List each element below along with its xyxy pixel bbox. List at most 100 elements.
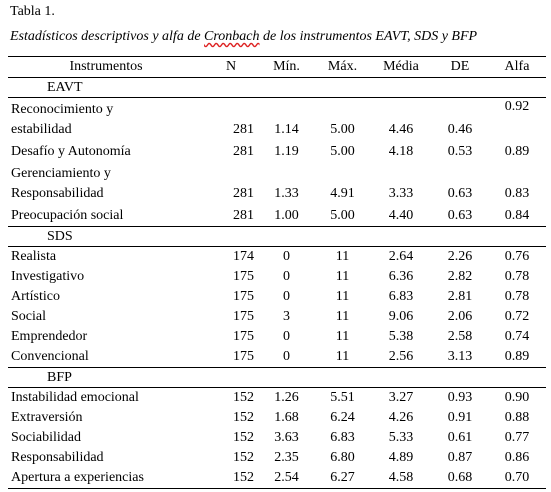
header-de: DE — [450, 59, 470, 74]
cell-media: 9.06 — [388, 309, 414, 324]
cell-n: 175 — [233, 349, 254, 364]
cell-n: 281 — [233, 144, 254, 159]
instrument-name: Reconocimiento y estabilidad — [8, 98, 204, 143]
cell-min: 0 — [283, 249, 290, 264]
instrument-name: Realista — [8, 247, 204, 268]
cell-media: 2.64 — [388, 249, 414, 264]
cell-de: 0.63 — [447, 186, 473, 201]
caption-text-start: Estadísticos descriptivos y alfa de — [10, 29, 205, 44]
group-eavt: EAVT Reconocimiento y estabilidad 281 1.14 5.… — [8, 77, 546, 227]
group-header-row: BFP — [8, 367, 546, 388]
cell-max: 5.00 — [330, 122, 355, 137]
header-row: Instrumentos N Mín. Máx. Média DE Alfa — [8, 56, 546, 78]
table-row: Artístico 175 0 11 6.83 2.81 0.78 — [8, 287, 546, 307]
instrument-name-line1: Investigativo — [11, 269, 85, 284]
cell-media: 4.46 — [388, 122, 414, 137]
table-row: Extraversión 152 1.68 6.24 4.26 0.91 0.88 — [8, 408, 546, 428]
header-min: Mín. — [273, 59, 300, 74]
cell-de: 3.13 — [447, 349, 473, 364]
instrument-name: Convencional — [8, 347, 204, 368]
cell-min: 0 — [283, 349, 290, 364]
table-row: Apertura a experiencias 152 2.54 6.27 4.58 0.… — [8, 468, 546, 489]
table-row: Realista 174 0 11 2.64 2.26 0.76 — [8, 247, 546, 268]
cell-n: 174 — [233, 249, 254, 264]
cell-media: 4.40 — [388, 208, 414, 223]
instrument-name-line1: Preocupación social — [11, 208, 124, 223]
instrument-name: Instabilidad emocional — [8, 388, 204, 409]
cell-de: 2.58 — [447, 329, 473, 344]
table-row: Instabilidad emocional 152 1.26 5.51 3.27 0.9… — [8, 388, 546, 409]
cell-min: 2.35 — [274, 450, 299, 465]
group-header-row: SDS — [8, 226, 546, 247]
cell-n: 152 — [233, 450, 254, 465]
cell-min: 3 — [283, 309, 290, 324]
cell-min: 0 — [283, 329, 290, 344]
instrument-name-line1: Artístico — [11, 289, 60, 304]
header-n: N — [225, 59, 237, 74]
cell-alfa: 0.92 — [504, 99, 530, 114]
instrument-name: Investigativo — [8, 267, 204, 287]
table-row: Sociabilidad 152 3.63 6.83 5.33 0.61 0.77 — [8, 428, 546, 448]
header-media: Média — [383, 59, 419, 74]
caption-misspelled-word: Cronbach — [204, 29, 260, 44]
cell-media: 5.33 — [388, 430, 414, 445]
instrument-name: Desafío y Autonomía — [8, 142, 204, 162]
cell-max: 5.00 — [330, 208, 355, 223]
cell-alfa: 0.78 — [504, 289, 530, 304]
table-label: Tabla 1. — [10, 4, 55, 19]
cell-de: 0.91 — [447, 410, 473, 425]
instrument-name-line1: Social — [11, 309, 46, 324]
table-row: Desafío y Autonomía 281 1.19 5.00 4.18 0.53 0.… — [8, 142, 546, 162]
instrument-name-line1: Apertura a experiencias — [11, 470, 144, 485]
instrument-name: Extraversión — [8, 408, 204, 428]
cell-media: 4.89 — [388, 450, 414, 465]
cell-n: 152 — [233, 410, 254, 425]
cell-max: 6.83 — [330, 430, 355, 445]
cell-alfa: 0.70 — [504, 470, 530, 485]
cell-max: 11 — [335, 249, 350, 264]
cell-de: 0.87 — [447, 450, 473, 465]
instrument-name-line1: Sociabilidad — [11, 430, 81, 445]
instrument-name: Apertura a experiencias — [8, 468, 204, 489]
instrument-name-line2: Responsabilidad — [11, 186, 104, 201]
cell-alfa: 0.83 — [504, 186, 530, 201]
cell-max: 5.00 — [330, 144, 355, 159]
instrument-name-line1: Convencional — [11, 349, 89, 364]
cell-min: 1.00 — [274, 208, 299, 223]
instrument-name-line2: estabilidad — [11, 122, 72, 137]
group-header-row: EAVT — [8, 77, 546, 98]
cell-n: 175 — [233, 289, 254, 304]
instrument-name-line1: Emprendedor — [11, 329, 88, 344]
instrument-name: Preocupación social — [8, 206, 204, 227]
table-row: Gerenciamiento y Responsabilidad 281 1.33 4.… — [8, 162, 546, 206]
cell-n: 152 — [233, 470, 254, 485]
group-sds: SDS Realista 174 0 11 2.64 2.26 0.76 Investigati… — [8, 226, 546, 368]
cell-n: 175 — [233, 329, 254, 344]
caption-text-end: de los instrumentos EAVT, SDS y BFP — [259, 29, 478, 44]
table-row: Reconocimiento y estabilidad 281 1.14 5.00 4.… — [8, 98, 546, 143]
cell-de: 2.81 — [447, 289, 473, 304]
table-row: Emprendedor 175 0 11 5.38 2.58 0.74 — [8, 327, 546, 347]
cell-de: 2.82 — [447, 269, 473, 284]
group-name: SDS — [47, 229, 73, 244]
cell-media: 4.58 — [388, 470, 414, 485]
group-name: EAVT — [47, 80, 83, 95]
cell-media: 5.38 — [388, 329, 414, 344]
cell-de: 0.46 — [447, 122, 473, 137]
cell-media: 6.36 — [388, 269, 414, 284]
cell-max: 6.24 — [330, 410, 355, 425]
cell-min: 1.68 — [274, 410, 299, 425]
instrument-name-line1: Instabilidad emocional — [11, 390, 139, 405]
table-row: Social 175 3 11 9.06 2.06 0.72 — [8, 307, 546, 327]
cell-min: 0 — [283, 269, 290, 284]
group-name: BFP — [47, 370, 72, 385]
cell-n: 152 — [233, 430, 254, 445]
cell-n: 281 — [233, 208, 254, 223]
cell-alfa: 0.84 — [504, 208, 530, 223]
instrument-name: Emprendedor — [8, 327, 204, 347]
instrument-name-line1: Reconocimiento y — [11, 102, 114, 117]
cell-alfa: 0.88 — [504, 410, 530, 425]
instrument-name-line1: Extraversión — [11, 410, 83, 425]
cell-min: 2.54 — [274, 470, 299, 485]
cell-alfa: 0.76 — [504, 249, 530, 264]
